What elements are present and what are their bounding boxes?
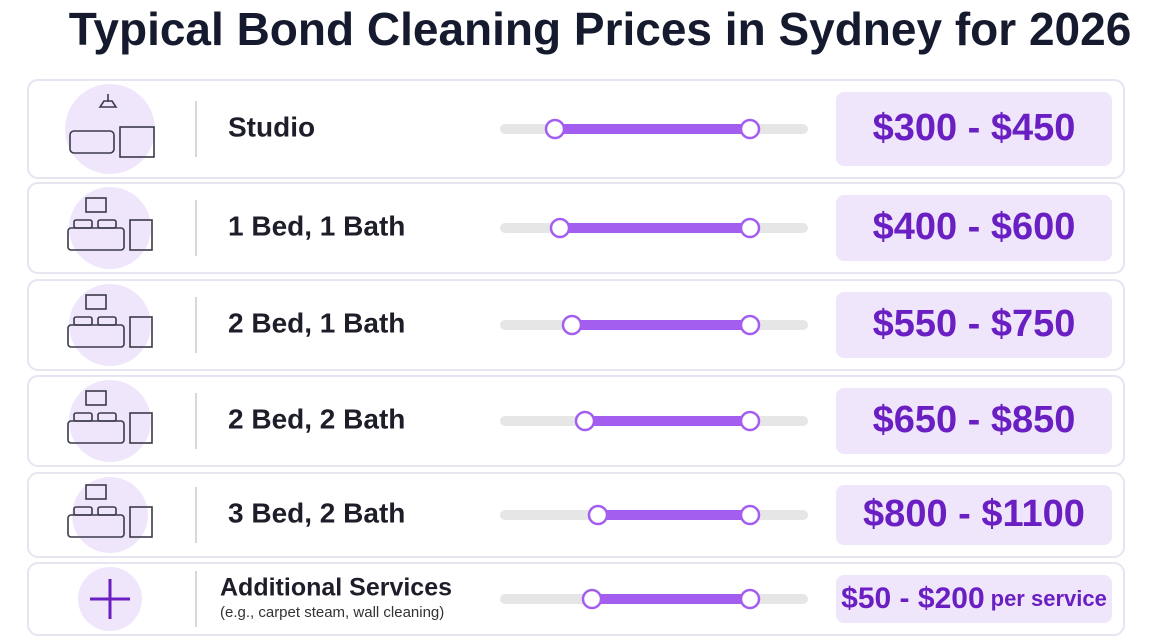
row-label: Studio <box>228 111 315 142</box>
slider-handle <box>581 588 603 610</box>
bed <box>67 420 125 444</box>
row-label: Additional Services <box>220 574 452 602</box>
row-label: 1 Bed, 1 Bath <box>228 210 405 241</box>
row-icon <box>67 390 153 444</box>
slider-handle <box>574 410 596 432</box>
pillow <box>97 412 117 422</box>
pillow <box>73 219 93 229</box>
slider-handle <box>561 314 583 336</box>
slider-range <box>598 510 750 520</box>
slider-handle <box>549 217 571 239</box>
price: $800 - $1100 <box>863 493 1085 535</box>
row-icon <box>67 484 153 538</box>
slider-handle <box>739 588 761 610</box>
bed <box>67 324 125 348</box>
bed <box>67 514 125 538</box>
price-text: $50 - $200 per service <box>841 582 1107 615</box>
picture <box>85 197 107 213</box>
slider-handle <box>739 118 761 140</box>
slider-handle <box>739 217 761 239</box>
row-icon <box>69 94 155 158</box>
slider-handle <box>544 118 566 140</box>
row-sublabel: (e.g., carpet steam, wall cleaning) <box>220 604 444 621</box>
pillow <box>97 506 117 516</box>
furniture <box>129 219 153 251</box>
slider-handle <box>587 504 609 526</box>
row-icon <box>67 294 153 348</box>
slider-handle <box>739 314 761 336</box>
furniture <box>129 506 153 538</box>
price: $650 - $850 <box>873 399 1076 441</box>
price-box <box>836 292 1112 358</box>
lamp <box>98 94 118 108</box>
pillow <box>97 219 117 229</box>
slider-range <box>572 320 750 330</box>
price-box <box>836 92 1112 166</box>
cabinet <box>119 126 155 158</box>
slider-range <box>560 223 750 233</box>
slider-range <box>585 416 750 426</box>
price: $550 - $750 <box>873 303 1076 345</box>
price-box <box>836 575 1112 623</box>
price-box <box>836 485 1112 545</box>
picture <box>85 294 107 310</box>
slider-handle <box>739 504 761 526</box>
bed <box>67 227 125 251</box>
price: $300 - $450 <box>873 107 1076 149</box>
row-label: 2 Bed, 1 Bath <box>228 307 405 338</box>
sofa <box>69 130 115 154</box>
slider-handle <box>739 410 761 432</box>
picture <box>85 390 107 406</box>
price-box <box>836 388 1112 454</box>
price: $50 - $200 <box>841 582 984 615</box>
row-label: 2 Bed, 2 Bath <box>228 403 405 434</box>
slider-range <box>555 124 750 134</box>
picture <box>85 484 107 500</box>
row-icon <box>90 579 130 619</box>
pillow <box>73 506 93 516</box>
pillow <box>97 316 117 326</box>
pillow <box>73 316 93 326</box>
price-box <box>836 195 1112 261</box>
furniture <box>129 412 153 444</box>
price: $400 - $600 <box>873 206 1076 248</box>
plus-icon <box>90 579 130 619</box>
slider-range <box>592 594 750 604</box>
row-label: 3 Bed, 2 Bath <box>228 497 405 528</box>
row-icon-bg <box>65 84 155 174</box>
row-icon <box>67 197 153 251</box>
price-suffix: per service <box>991 586 1107 611</box>
page-title: Typical Bond Cleaning Prices in Sydney f… <box>69 3 1132 55</box>
furniture <box>129 316 153 348</box>
pillow <box>73 412 93 422</box>
